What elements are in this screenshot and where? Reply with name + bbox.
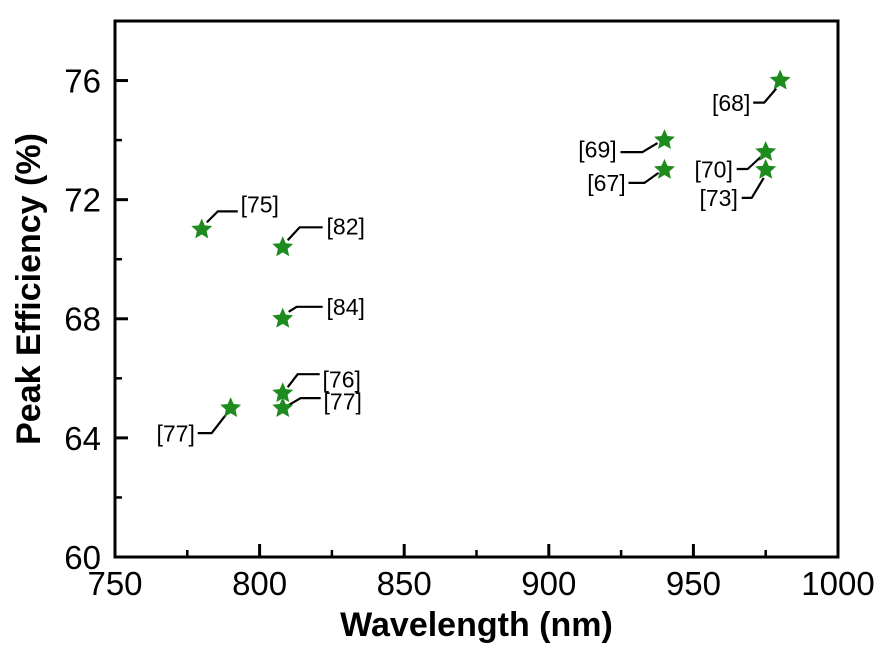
x-tick-label: 900 xyxy=(521,565,576,602)
data-point-star xyxy=(654,129,675,150)
annotation-ref-label: [77] xyxy=(156,420,194,446)
annotation-leader-line xyxy=(286,226,323,242)
annotation-leader-line xyxy=(286,373,320,388)
annotation-ref-label: [67] xyxy=(587,170,625,196)
x-tick-label: 800 xyxy=(232,565,287,602)
annotation-ref-label: [76] xyxy=(323,367,361,393)
data-point-star xyxy=(220,397,242,418)
annotation-leader-line xyxy=(620,142,659,154)
annotation-leader-line xyxy=(741,177,765,199)
data-point-star xyxy=(755,141,777,161)
point-annotations: [75][82][84][76][77][77][69][67][68][70]… xyxy=(156,87,778,446)
data-points xyxy=(191,69,791,418)
y-tick-label: 64 xyxy=(64,420,101,457)
data-point-star xyxy=(272,397,294,418)
annotation-leader-line xyxy=(628,172,660,184)
axis-tick-labels: 750 800 850 900 950 1000 60 64 68 72 76 xyxy=(64,62,874,602)
annotation-leader-line xyxy=(206,210,238,224)
annotation-ref-label: [69] xyxy=(578,136,616,162)
annotation-ref-label: [70] xyxy=(695,156,733,182)
annotation-leader-line xyxy=(736,156,762,171)
y-axis-title: Peak Efficiency (%) xyxy=(10,133,48,445)
y-tick-label: 72 xyxy=(64,182,101,219)
x-tick-label: 850 xyxy=(377,565,432,602)
data-point-star xyxy=(769,69,791,90)
annotation-ref-label: [82] xyxy=(327,214,365,240)
annotation-ref-label: [73] xyxy=(700,185,738,211)
data-point-star xyxy=(272,307,294,328)
annotation-ref-label: [68] xyxy=(712,90,750,116)
annotation-ref-label: [77] xyxy=(324,388,362,414)
x-tick-label: 1000 xyxy=(801,565,874,602)
data-point-star xyxy=(654,158,675,179)
y-tick-label: 60 xyxy=(64,539,101,576)
axis-ticks xyxy=(113,79,840,559)
y-tick-label: 68 xyxy=(64,301,101,338)
annotation-ref-label: [75] xyxy=(241,192,279,218)
data-point-star xyxy=(755,158,777,179)
annotation-leader-line xyxy=(288,305,323,313)
annotation-leader-line xyxy=(288,397,321,407)
annotation-ref-label: [84] xyxy=(327,294,365,320)
data-point-star xyxy=(191,218,213,239)
annotation-leader-line xyxy=(753,87,778,104)
x-axis-title: Wavelength (nm) xyxy=(340,606,613,644)
data-point-star xyxy=(272,382,294,403)
x-tick-label: 950 xyxy=(666,565,721,602)
annotation-leader-line xyxy=(197,414,227,435)
x-tick-label: 750 xyxy=(87,565,142,602)
y-tick-label: 76 xyxy=(64,62,101,99)
data-point-star xyxy=(272,236,294,257)
